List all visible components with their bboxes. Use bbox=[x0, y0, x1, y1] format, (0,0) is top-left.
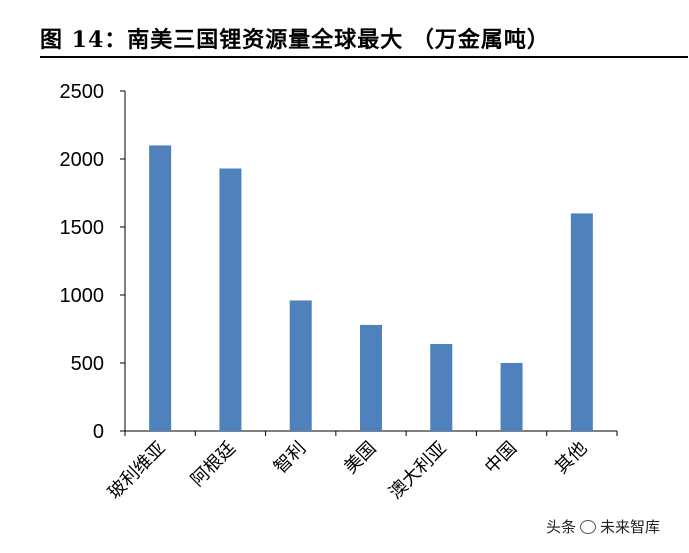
x-tick-label-6: 其他 bbox=[551, 438, 591, 478]
wechat-icon bbox=[580, 519, 597, 534]
y-tick-label-1: 500 bbox=[71, 353, 104, 375]
bar-3 bbox=[360, 324, 382, 431]
bar-2 bbox=[289, 300, 312, 431]
chart-title: 图 14：南美三国锂资源量全球最大 （万金属吨） bbox=[40, 27, 550, 53]
y-tick-label-4: 2000 bbox=[60, 149, 105, 171]
bar-4 bbox=[430, 343, 453, 431]
x-tick-label-2: 智利 bbox=[270, 438, 310, 478]
bar-0 bbox=[149, 145, 172, 431]
bar-6 bbox=[570, 213, 593, 431]
bar-1 bbox=[219, 168, 242, 431]
y-tick-label-2: 1000 bbox=[60, 285, 105, 307]
watermark: 头条 未来智库 bbox=[546, 516, 660, 537]
x-tick-label-3: 美国 bbox=[340, 438, 380, 478]
y-tick-label-0: 0 bbox=[93, 421, 104, 443]
x-tick-label-5: 中国 bbox=[481, 438, 521, 478]
y-tick-label-5: 2500 bbox=[60, 81, 105, 103]
y-tick-label-3: 1500 bbox=[60, 217, 105, 239]
x-tick-label-1: 阿根廷 bbox=[187, 438, 240, 491]
x-tick-label-4: 澳大利亚 bbox=[385, 438, 451, 504]
bar-5 bbox=[500, 363, 523, 431]
x-tick-label-0: 玻利维亚 bbox=[104, 438, 170, 504]
title-divider bbox=[40, 56, 688, 58]
watermark-right: 未来智库 bbox=[600, 518, 661, 536]
watermark-left: 头条 bbox=[546, 518, 577, 536]
